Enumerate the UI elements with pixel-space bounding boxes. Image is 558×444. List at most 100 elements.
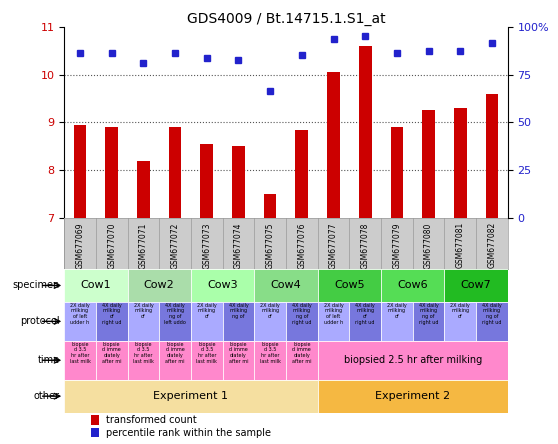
Text: biopsie
d imme
diately
after mi: biopsie d imme diately after mi bbox=[292, 341, 311, 364]
Bar bbox=[128, 269, 191, 302]
Bar bbox=[254, 269, 318, 302]
Bar bbox=[64, 341, 96, 380]
Text: Experiment 2: Experiment 2 bbox=[375, 391, 450, 401]
Bar bbox=[105, 127, 118, 218]
Text: GSM677074: GSM677074 bbox=[234, 222, 243, 269]
Bar bbox=[349, 302, 381, 341]
Bar bbox=[391, 127, 403, 218]
Title: GDS4009 / Bt.14715.1.S1_at: GDS4009 / Bt.14715.1.S1_at bbox=[187, 12, 385, 26]
Bar bbox=[286, 302, 318, 341]
Bar bbox=[413, 302, 444, 341]
Text: GSM677072: GSM677072 bbox=[171, 222, 180, 269]
Bar bbox=[264, 194, 276, 218]
Text: 2X daily
milking
of: 2X daily milking of bbox=[387, 303, 407, 319]
Bar bbox=[169, 127, 181, 218]
Bar bbox=[296, 130, 308, 218]
Text: 4X daily
milking
of
right ud: 4X daily milking of right ud bbox=[102, 303, 122, 325]
Bar bbox=[223, 341, 254, 380]
Text: 4X daily
milking
ng of: 4X daily milking ng of bbox=[229, 303, 248, 319]
Text: biopsie
d imme
diately
after mi: biopsie d imme diately after mi bbox=[102, 341, 122, 364]
Text: GSM677069: GSM677069 bbox=[75, 222, 84, 269]
Bar bbox=[444, 269, 508, 302]
Bar bbox=[200, 144, 213, 218]
Text: transformed count: transformed count bbox=[107, 415, 197, 425]
Text: GSM677079: GSM677079 bbox=[392, 222, 401, 269]
Text: biopsie
d 3.5
hr after
last milk: biopsie d 3.5 hr after last milk bbox=[70, 341, 90, 364]
Bar bbox=[232, 147, 245, 218]
Bar bbox=[318, 269, 381, 302]
Text: 2X daily
milking
of: 2X daily milking of bbox=[450, 303, 470, 319]
Text: GSM677081: GSM677081 bbox=[456, 222, 465, 269]
Bar bbox=[64, 302, 96, 341]
Text: 2X daily
milking
of left
udder h: 2X daily milking of left udder h bbox=[70, 303, 90, 325]
Bar bbox=[137, 161, 150, 218]
Text: GSM677076: GSM677076 bbox=[297, 222, 306, 269]
Bar bbox=[318, 341, 508, 380]
Text: 4X daily
milking
ng of
left uddo: 4X daily milking ng of left uddo bbox=[164, 303, 186, 325]
Text: 2X daily
milking
of: 2X daily milking of bbox=[133, 303, 153, 319]
Text: Cow2: Cow2 bbox=[144, 281, 175, 290]
Text: 2X daily
milking
of: 2X daily milking of bbox=[260, 303, 280, 319]
Bar bbox=[191, 302, 223, 341]
Bar bbox=[96, 302, 128, 341]
Text: Cow5: Cow5 bbox=[334, 281, 365, 290]
Bar bbox=[327, 72, 340, 218]
Bar bbox=[318, 302, 349, 341]
Bar bbox=[318, 380, 508, 412]
Text: GSM677073: GSM677073 bbox=[202, 222, 211, 269]
Text: 2X daily
milking
of left
udder h: 2X daily milking of left udder h bbox=[324, 303, 343, 325]
Bar bbox=[381, 302, 413, 341]
Bar bbox=[191, 269, 254, 302]
Bar bbox=[64, 269, 128, 302]
Text: GSM677071: GSM677071 bbox=[139, 222, 148, 269]
Bar bbox=[254, 302, 286, 341]
Bar bbox=[359, 46, 372, 218]
Bar bbox=[96, 341, 128, 380]
Text: Cow7: Cow7 bbox=[461, 281, 492, 290]
Bar bbox=[128, 302, 159, 341]
Bar bbox=[223, 302, 254, 341]
Text: Cow1: Cow1 bbox=[80, 281, 111, 290]
Bar bbox=[286, 341, 318, 380]
Bar bbox=[254, 341, 286, 380]
Bar bbox=[128, 341, 159, 380]
Text: other: other bbox=[33, 391, 60, 401]
Text: GSM677080: GSM677080 bbox=[424, 222, 433, 269]
Text: Cow4: Cow4 bbox=[271, 281, 301, 290]
Text: protocol: protocol bbox=[20, 317, 60, 326]
Text: biopsied 2.5 hr after milking: biopsied 2.5 hr after milking bbox=[344, 355, 482, 365]
Bar bbox=[476, 302, 508, 341]
Text: specimen: specimen bbox=[12, 281, 60, 290]
Bar bbox=[444, 302, 476, 341]
Text: biopsie
d imme
diately
after mi: biopsie d imme diately after mi bbox=[165, 341, 185, 364]
Bar bbox=[64, 380, 318, 412]
Text: percentile rank within the sample: percentile rank within the sample bbox=[107, 428, 271, 438]
Text: 4X daily
milking
ng of
right ud: 4X daily milking ng of right ud bbox=[482, 303, 502, 325]
Text: biopsie
d 3.5
hr after
last milk: biopsie d 3.5 hr after last milk bbox=[259, 341, 281, 364]
Text: biopsie
d imme
diately
after mi: biopsie d imme diately after mi bbox=[229, 341, 248, 364]
Bar bbox=[74, 125, 86, 218]
Bar bbox=[454, 108, 466, 218]
Text: 2X daily
milking
of: 2X daily milking of bbox=[197, 303, 217, 319]
Bar bbox=[91, 415, 99, 425]
Bar bbox=[381, 269, 444, 302]
Text: Cow6: Cow6 bbox=[397, 281, 428, 290]
Text: GSM677075: GSM677075 bbox=[266, 222, 275, 269]
Text: GSM677078: GSM677078 bbox=[360, 222, 370, 269]
Text: GSM677082: GSM677082 bbox=[488, 222, 497, 269]
Text: biopsie
d 3.5
hr after
last milk: biopsie d 3.5 hr after last milk bbox=[196, 341, 217, 364]
Bar bbox=[485, 94, 498, 218]
Text: 4X daily
milking
of
right ud: 4X daily milking of right ud bbox=[355, 303, 375, 325]
Bar bbox=[91, 428, 99, 437]
Text: Experiment 1: Experiment 1 bbox=[153, 391, 228, 401]
Text: 4X daily
milking
ng of
right ud: 4X daily milking ng of right ud bbox=[418, 303, 439, 325]
Text: time: time bbox=[37, 355, 60, 365]
Text: Cow3: Cow3 bbox=[207, 281, 238, 290]
Bar bbox=[422, 111, 435, 218]
Text: GSM677077: GSM677077 bbox=[329, 222, 338, 269]
Text: GSM677070: GSM677070 bbox=[107, 222, 116, 269]
Bar bbox=[159, 302, 191, 341]
Text: biopsie
d 3.5
hr after
last milk: biopsie d 3.5 hr after last milk bbox=[133, 341, 154, 364]
Text: 4X daily
milking
ng of
right ud: 4X daily milking ng of right ud bbox=[292, 303, 312, 325]
Bar bbox=[159, 341, 191, 380]
